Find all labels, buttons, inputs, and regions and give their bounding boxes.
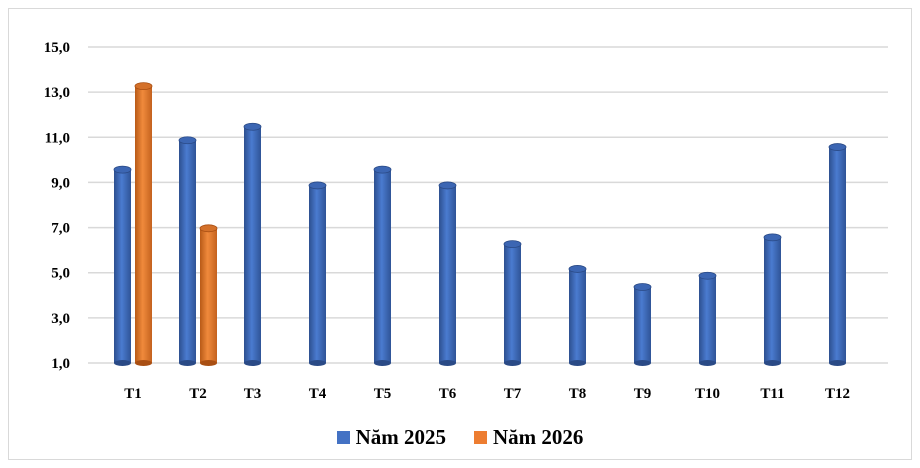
y-tick-label: 11,0 (45, 130, 70, 146)
bar-2025-T8 (568, 265, 587, 366)
y-tick-label: 15,0 (44, 40, 70, 56)
y-axis-ticks: 1,0 3,0 5,0 7,0 9,0 11,0 13,0 15,0 (44, 40, 70, 372)
bar-top (698, 271, 717, 280)
bar-base (374, 360, 391, 366)
bar-top (113, 165, 132, 174)
gridlines (88, 46, 888, 364)
y-tick-label: 1,0 (51, 356, 70, 372)
bar-2025-T11 (763, 233, 782, 366)
legend-swatch-2025 (336, 431, 350, 444)
bar-body (244, 126, 261, 363)
bar-base (179, 360, 196, 366)
bar-body (634, 287, 651, 363)
legend-label-2026: Năm 2026 (493, 425, 584, 449)
bar-body (829, 147, 846, 363)
y-tick-label: 5,0 (51, 266, 70, 282)
bar-2025-T12 (828, 143, 847, 366)
bar-2025-T1 (113, 165, 132, 366)
bar-base (699, 360, 716, 366)
bar-base (200, 360, 217, 366)
bar-top (503, 240, 522, 249)
bar-2025-T7 (503, 240, 522, 366)
bar-2026-T1 (134, 82, 153, 366)
bar-2025-T6 (438, 181, 457, 366)
bar-body (764, 237, 781, 363)
x-tick-label: T5 (374, 386, 392, 402)
legend-item-2026: Năm 2026 (474, 425, 583, 450)
bar-2025-T10 (698, 271, 717, 366)
bar-body (504, 244, 521, 363)
bar-top (763, 233, 782, 242)
legend: Năm 2025 Năm 2026 (0, 425, 920, 450)
bars (113, 82, 847, 366)
x-tick-label: T8 (569, 386, 587, 402)
bar-chart: 1,0 3,0 5,0 7,0 9,0 11,0 13,0 15,0 T1 T2 T3 T4 T5 T6… (44, 40, 888, 402)
bar-base (504, 360, 521, 366)
legend-item-2025: Năm 2025 (336, 425, 446, 450)
y-tick-label: 9,0 (51, 175, 70, 191)
bar-base (634, 360, 651, 366)
bar-top (308, 181, 327, 190)
x-tick-label: T12 (825, 386, 850, 402)
bar-top (178, 136, 197, 145)
x-tick-label: T9 (634, 386, 652, 402)
bar-top (568, 265, 587, 273)
bar-top (438, 181, 457, 190)
bar-base (309, 360, 326, 366)
bar-body (135, 86, 152, 363)
y-tick-label: 13,0 (44, 85, 70, 101)
bar-body (699, 275, 716, 363)
x-tick-label: T2 (189, 386, 207, 402)
bar-base (244, 360, 261, 366)
bar-2025-T9 (633, 283, 652, 366)
bar-2025-T2 (178, 136, 197, 366)
bar-top (828, 143, 847, 151)
bar-body (200, 228, 217, 363)
bar-base (114, 360, 131, 366)
bar-body (439, 185, 456, 363)
x-tick-label: T11 (760, 386, 784, 402)
chart-frame (8, 8, 912, 460)
bar-top (199, 224, 218, 233)
x-tick-label: T6 (439, 386, 457, 402)
legend-label-2025: Năm 2025 (355, 425, 446, 449)
x-tick-label: T3 (244, 386, 262, 402)
bar-base (135, 360, 152, 366)
bar-body (569, 268, 586, 363)
x-tick-label: T10 (695, 386, 720, 402)
bar-base (764, 360, 781, 366)
x-tick-label: T1 (124, 386, 142, 402)
x-tick-label: T4 (309, 386, 327, 402)
bar-2025-T5 (373, 165, 392, 366)
bar-2026-T2 (199, 224, 218, 366)
bar-2025-T4 (308, 181, 327, 366)
bar-body (114, 169, 131, 363)
bar-base (829, 360, 846, 366)
bar-body (374, 169, 391, 363)
y-tick-label: 3,0 (51, 311, 70, 327)
bar-2025-T3 (243, 122, 262, 366)
x-axis-ticks: T1 T2 T3 T4 T5 T6 T7 T8 T9 T10 T11 T12 (124, 386, 850, 402)
bar-base (569, 360, 586, 366)
bar-top (243, 122, 262, 131)
bar-top (633, 283, 652, 291)
bar-body (309, 185, 326, 363)
legend-swatch-2026 (474, 431, 487, 444)
bar-body (179, 140, 196, 363)
bar-base (439, 360, 456, 366)
bar-top (373, 165, 392, 174)
y-tick-label: 7,0 (51, 221, 70, 237)
bar-top (134, 82, 153, 91)
x-tick-label: T7 (504, 386, 522, 402)
